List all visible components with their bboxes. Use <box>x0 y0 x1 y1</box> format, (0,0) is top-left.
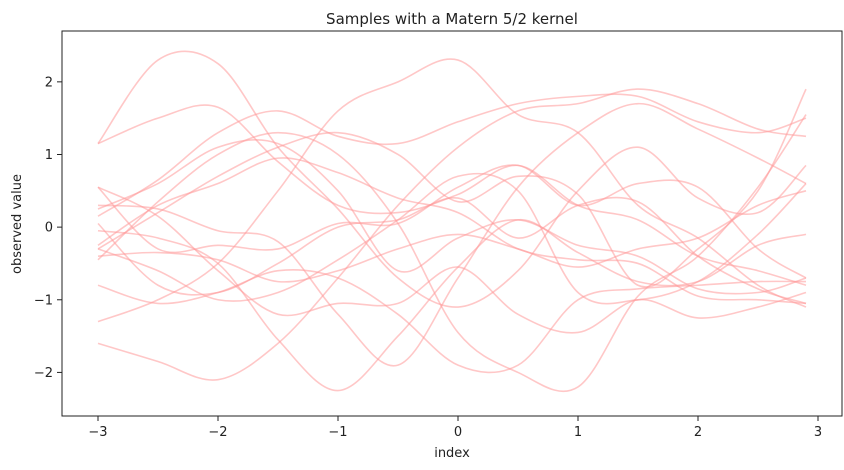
series-line-3 <box>97 88 807 288</box>
series-line-17 <box>97 186 807 334</box>
y-tick-label: 2 <box>45 75 53 90</box>
series-line-8 <box>97 138 807 295</box>
x-axis-label: index <box>434 446 470 461</box>
series-line-14 <box>97 102 807 367</box>
y-tick-label: 1 <box>45 148 53 163</box>
series-line-16 <box>97 93 807 217</box>
x-tick-label: −3 <box>88 425 107 440</box>
y-tick-label: −1 <box>34 293 53 308</box>
x-tick-label: 3 <box>814 425 822 440</box>
y-tick-label: 0 <box>45 221 53 236</box>
y-axis: −2 −1 0 1 2 <box>34 75 62 381</box>
x-tick-label: 1 <box>574 425 582 440</box>
series-line-11 <box>97 157 807 305</box>
y-tick-label: −2 <box>34 366 53 381</box>
series-line-15 <box>97 219 807 392</box>
x-tick-label: −1 <box>328 425 347 440</box>
series-line-1 <box>97 50 807 308</box>
series-lines <box>97 50 807 393</box>
x-tick-label: 2 <box>694 425 702 440</box>
series-line-7 <box>97 269 807 374</box>
x-tick-label: −2 <box>208 425 227 440</box>
plot-frame <box>61 30 843 417</box>
series-line-6 <box>97 88 807 381</box>
y-axis-label: observed value <box>10 174 25 274</box>
series-line-12 <box>97 196 807 305</box>
series-line-13 <box>97 190 807 283</box>
x-axis: −3 −2 −1 0 1 2 3 <box>88 416 822 440</box>
chart-title: Samples with a Matern 5/2 kernel <box>326 10 578 28</box>
series-line-4 <box>97 164 807 279</box>
x-tick-label: 0 <box>454 425 462 440</box>
